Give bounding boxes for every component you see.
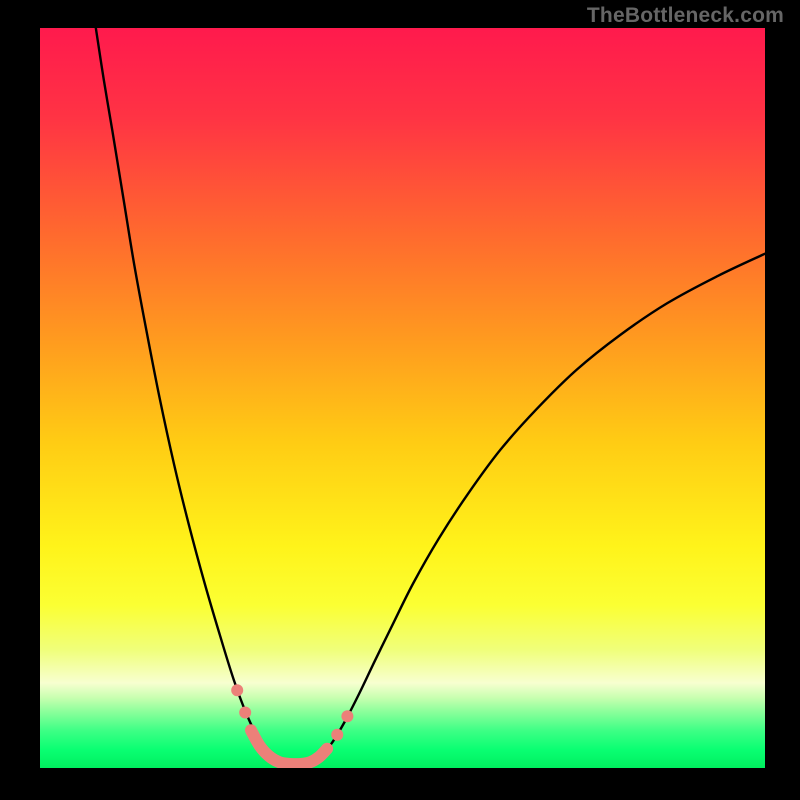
marker-dot <box>231 684 243 696</box>
chart-background <box>40 28 765 768</box>
marker-dot <box>239 707 251 719</box>
chart-frame: TheBottleneck.com <box>0 0 800 800</box>
marker-dot <box>341 710 353 722</box>
marker-dot <box>331 729 343 741</box>
bottleneck-chart <box>0 0 800 800</box>
